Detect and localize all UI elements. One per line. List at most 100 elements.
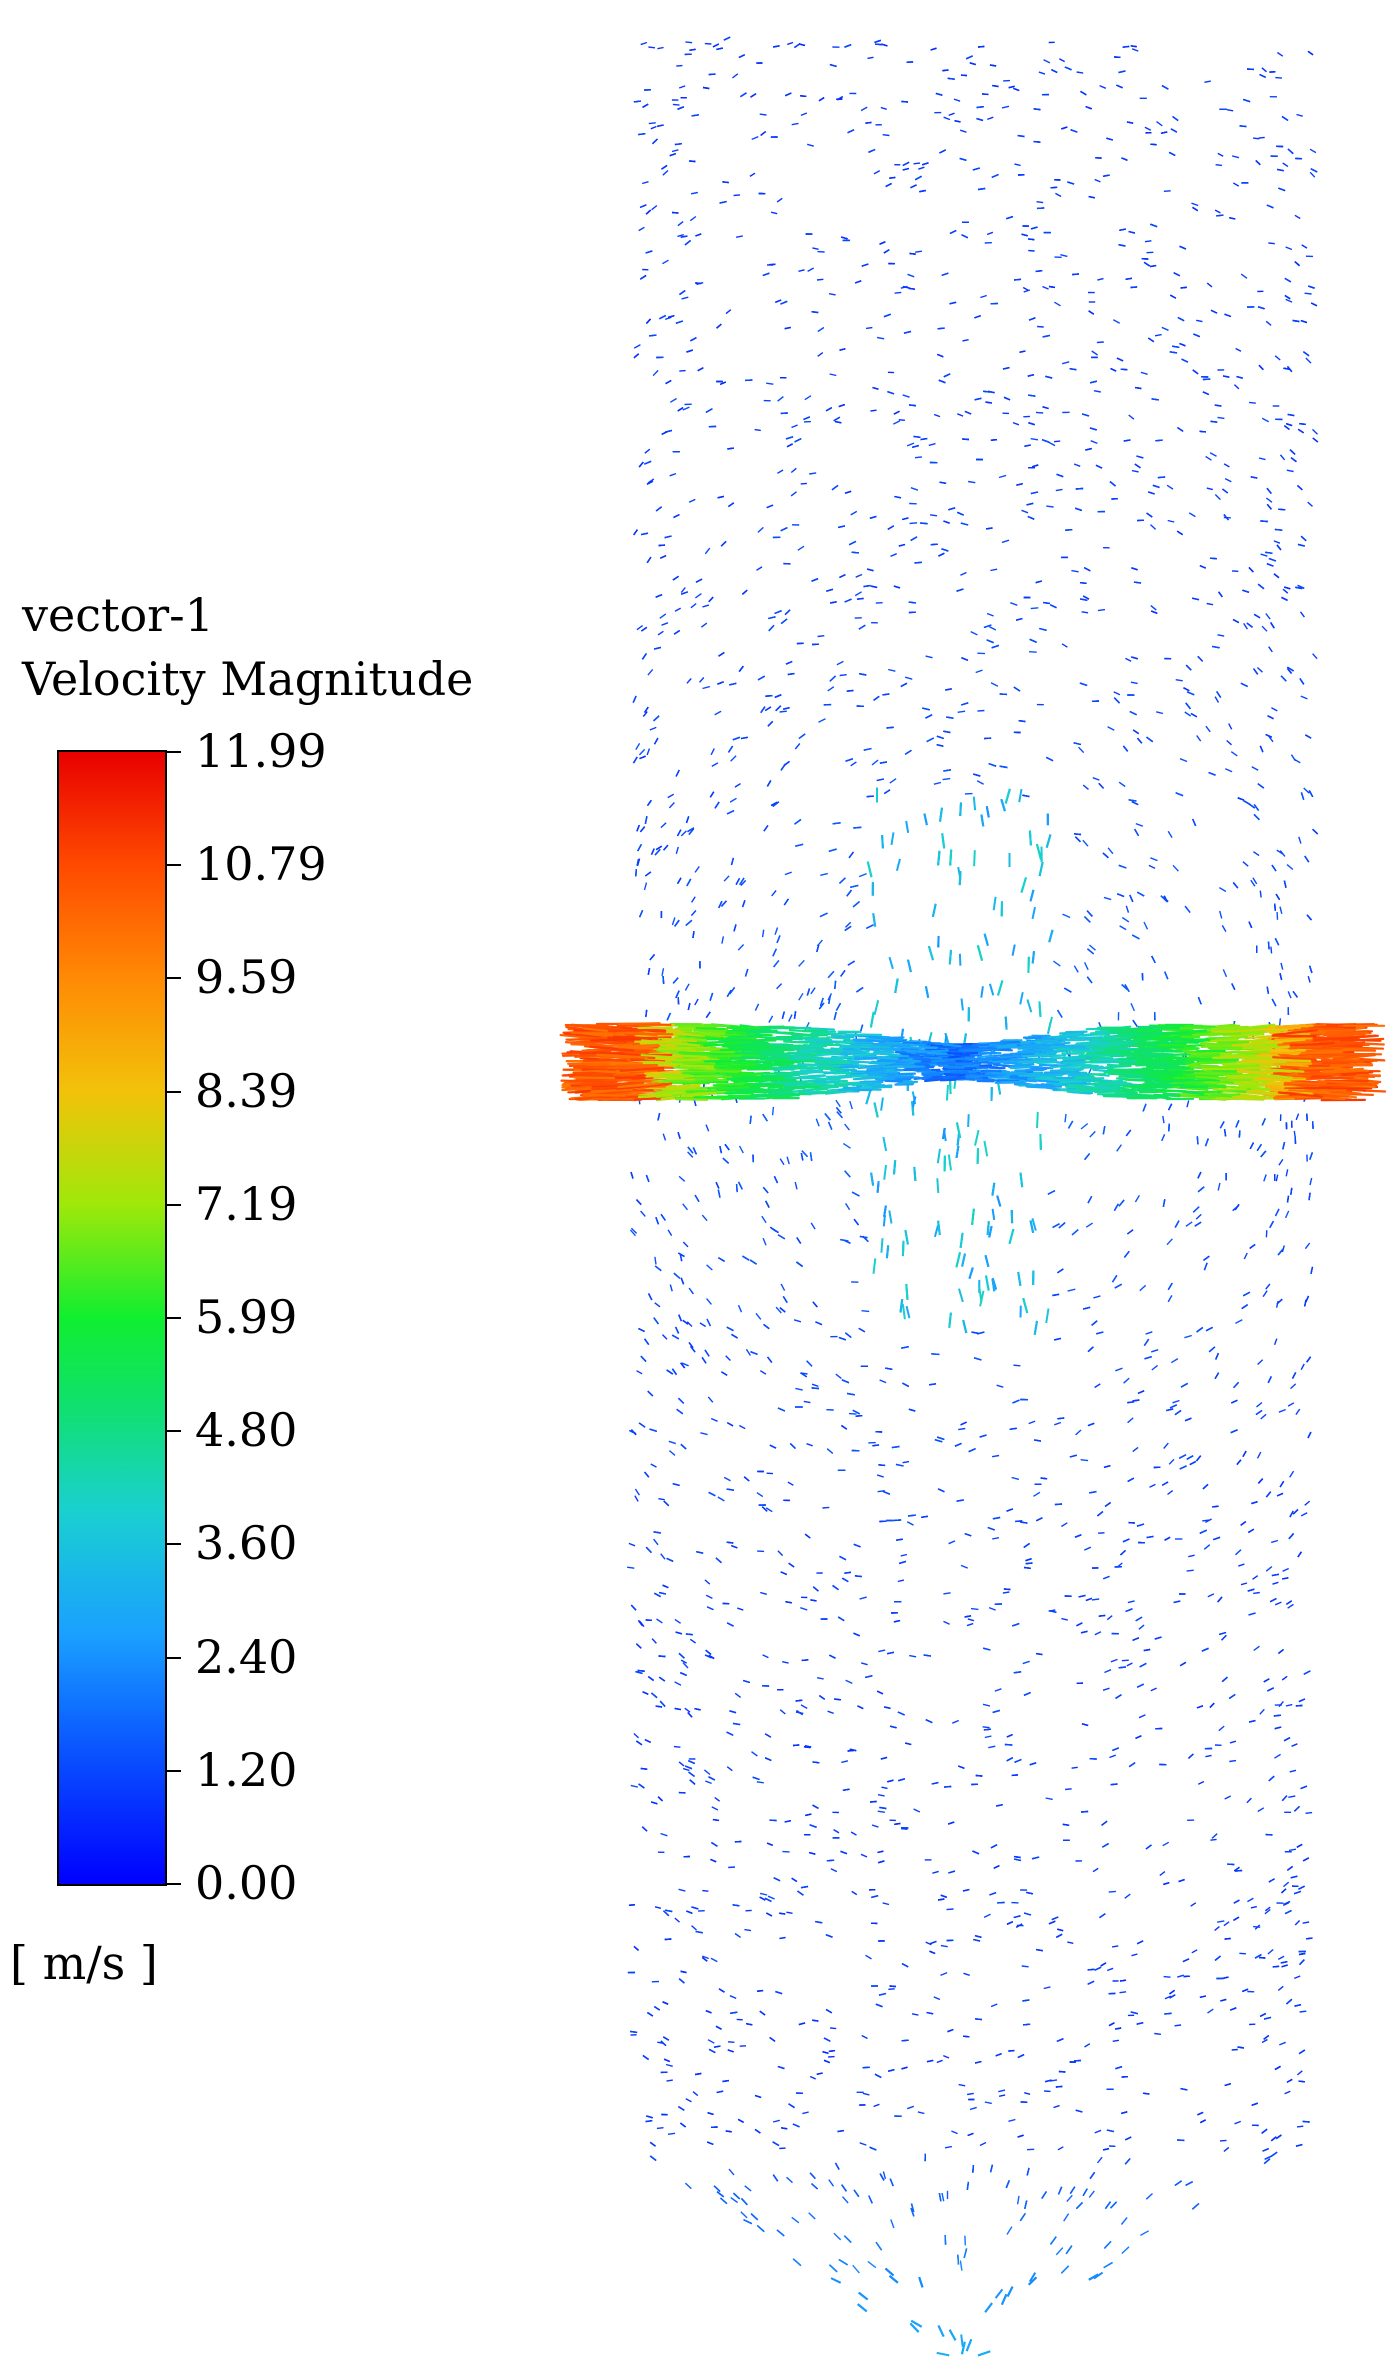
velocity-vector bbox=[1019, 2213, 1026, 2222]
velocity-vector bbox=[627, 1566, 635, 1569]
velocity-vector bbox=[1312, 428, 1318, 435]
velocity-vector bbox=[733, 2192, 741, 2200]
velocity-vector bbox=[1312, 653, 1318, 660]
velocity-vector bbox=[1207, 1593, 1215, 1598]
velocity-vector bbox=[882, 1490, 891, 1495]
velocity-vector bbox=[875, 2003, 883, 2008]
velocity-vector bbox=[852, 2264, 860, 2274]
velocity-vector bbox=[1291, 1743, 1298, 1747]
velocity-vector bbox=[1144, 1356, 1152, 1360]
velocity-vector bbox=[1230, 2007, 1237, 2011]
velocity-vector bbox=[1298, 1698, 1306, 1703]
velocity-vector bbox=[839, 1555, 847, 1561]
velocity-vector bbox=[1071, 569, 1079, 573]
velocity-vector bbox=[967, 480, 976, 484]
velocity-vector bbox=[1274, 1601, 1282, 1606]
velocity-vector bbox=[994, 1688, 1002, 1692]
velocity-vector bbox=[988, 625, 997, 631]
velocity-vector bbox=[867, 56, 874, 60]
velocity-vector bbox=[914, 175, 922, 181]
velocity-vector bbox=[947, 1154, 952, 1171]
velocity-vector bbox=[1113, 1203, 1119, 1212]
velocity-vector bbox=[1048, 929, 1054, 943]
velocity-vector bbox=[636, 625, 644, 631]
velocity-vector bbox=[1265, 613, 1271, 620]
velocity-vector bbox=[672, 575, 679, 581]
velocity-vector bbox=[717, 681, 724, 685]
velocity-vector bbox=[1207, 2008, 1214, 2014]
velocity-vector bbox=[668, 1450, 676, 1456]
velocity-vector bbox=[756, 1781, 764, 1784]
velocity-vector bbox=[690, 910, 697, 917]
velocity-vector bbox=[835, 1373, 842, 1380]
velocity-vector bbox=[654, 1906, 662, 1909]
velocity-vector bbox=[640, 41, 648, 46]
velocity-vector bbox=[1271, 1573, 1280, 1577]
velocity-vector bbox=[1184, 711, 1192, 717]
velocity-vector bbox=[982, 93, 989, 96]
velocity-vector bbox=[946, 1908, 954, 1911]
velocity-vector bbox=[1102, 1687, 1110, 1691]
velocity-vector bbox=[777, 1550, 784, 1557]
velocity-vector bbox=[633, 1732, 640, 1739]
velocity-vector bbox=[737, 1304, 743, 1313]
velocity-vector bbox=[734, 1932, 742, 1938]
velocity-vector bbox=[1296, 2070, 1303, 2076]
velocity-vector bbox=[844, 1571, 851, 1574]
velocity-vector bbox=[1006, 2226, 1013, 2235]
velocity-vector bbox=[967, 1114, 970, 1128]
velocity-vector bbox=[997, 980, 1004, 996]
velocity-vector bbox=[1048, 1920, 1056, 1925]
velocity-vector bbox=[647, 1293, 653, 1301]
velocity-vector bbox=[1249, 1243, 1256, 1249]
velocity-vector bbox=[1217, 416, 1225, 420]
velocity-vector bbox=[1221, 925, 1227, 932]
velocity-vector bbox=[936, 2351, 950, 2357]
velocity-vector bbox=[858, 673, 867, 676]
velocity-vector bbox=[907, 273, 915, 278]
velocity-vector bbox=[859, 1596, 867, 1600]
velocity-vector bbox=[688, 498, 696, 503]
velocity-vector bbox=[890, 553, 897, 558]
velocity-vector bbox=[957, 710, 966, 713]
velocity-vector bbox=[1071, 1229, 1079, 1236]
velocity-vector bbox=[1011, 944, 1016, 956]
velocity-vector bbox=[1304, 292, 1312, 295]
velocity-vector bbox=[1028, 317, 1036, 321]
velocity-vector bbox=[1071, 1766, 1078, 1769]
velocity-vector bbox=[1233, 1381, 1240, 1389]
velocity-vector bbox=[958, 1288, 964, 1303]
velocity-vector bbox=[772, 2119, 780, 2123]
velocity-vector bbox=[1094, 1631, 1102, 1636]
velocity-vector bbox=[1238, 1130, 1241, 1138]
velocity-vector bbox=[800, 1607, 808, 1611]
velocity-vector bbox=[829, 675, 836, 682]
velocity-vector bbox=[991, 1454, 1000, 1458]
velocity-vector bbox=[1188, 1753, 1194, 1759]
velocity-vector bbox=[669, 1284, 673, 1292]
velocity-vector bbox=[1136, 1523, 1145, 1527]
velocity-vector bbox=[1196, 735, 1202, 742]
velocity-vector bbox=[960, 2334, 964, 2347]
velocity-vector bbox=[1186, 1569, 1194, 1572]
velocity-vector bbox=[1258, 136, 1265, 139]
velocity-vector bbox=[852, 901, 860, 908]
velocity-vector bbox=[759, 1370, 767, 1375]
velocity-vector bbox=[988, 1225, 993, 1238]
velocity-vector bbox=[825, 2008, 833, 2014]
velocity-vector bbox=[787, 672, 795, 676]
velocity-vector bbox=[711, 762, 719, 768]
velocity-vector bbox=[910, 487, 919, 491]
velocity-vector bbox=[798, 2022, 806, 2026]
velocity-vector bbox=[894, 1519, 902, 1522]
velocity-vector bbox=[1211, 1833, 1218, 1839]
velocity-vector bbox=[843, 2235, 852, 2243]
velocity-vector bbox=[1118, 1666, 1126, 1669]
velocity-vector bbox=[1258, 457, 1266, 461]
velocity-vector bbox=[767, 1895, 775, 1900]
velocity-vector bbox=[1276, 849, 1284, 855]
velocity-vector bbox=[656, 1618, 663, 1624]
velocity-vector bbox=[887, 1651, 895, 1655]
velocity-vector bbox=[936, 1178, 940, 1194]
velocity-vector bbox=[967, 1618, 975, 1622]
